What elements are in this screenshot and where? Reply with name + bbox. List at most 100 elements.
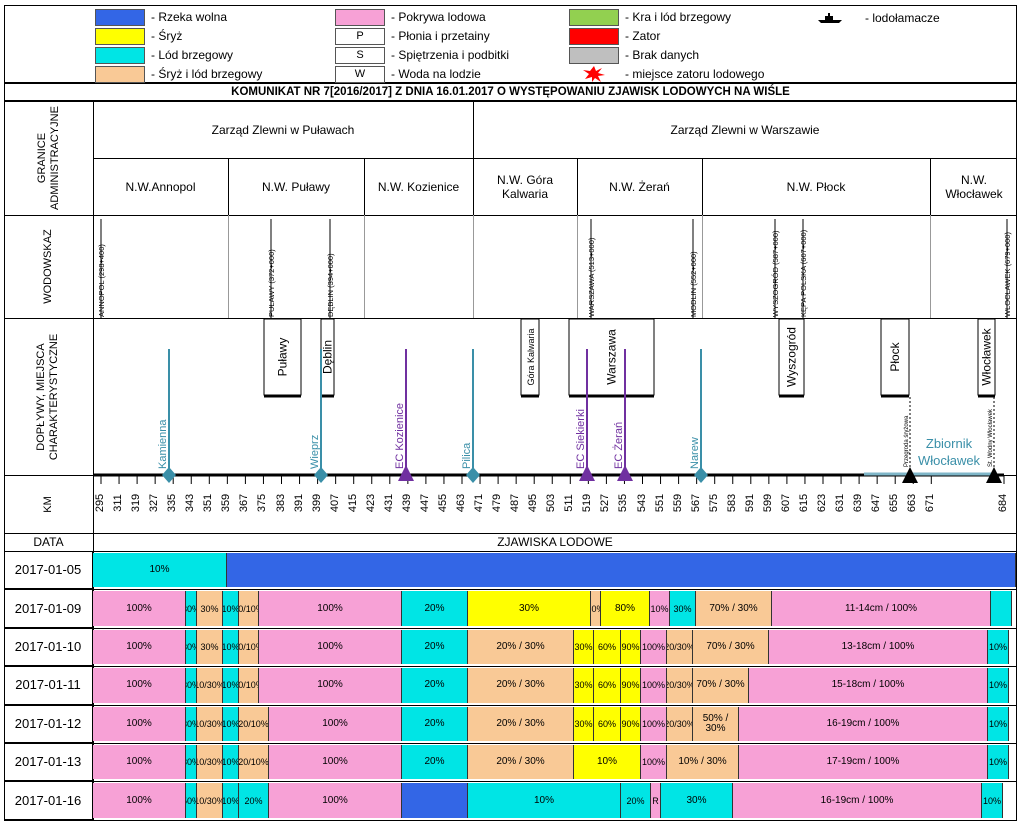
page-title: KOMUNIKAT NR 7[2016/2017] Z DNIA 16.01.2… [4,83,1017,101]
ice-segment: 10% [223,745,239,780]
km-tick-label: 335 [166,493,179,513]
river-profile: ANNOPOL (298+400) PUŁAWY (372+000) DĘBLIN … [93,219,1012,484]
ice-segment: 10% [988,629,1009,665]
tributary-label: EC Kozienice [394,403,406,469]
km-tick-label: 559 [671,493,684,513]
legend-item: - Śryż i lód brzegowy [95,65,335,83]
city-label: Wyszogród [785,327,799,387]
legend-item: - Śryż [95,27,335,45]
row-label-phenomena: ZJAWISKA LODOWE [497,535,613,549]
ice-segment: 10% [223,629,239,665]
ice-segment: 100% [93,745,186,780]
zone-pulawy: Zarząd Zlewni w Puławach [211,122,355,137]
legend-item: - Lód brzegowy [95,46,335,64]
ice-segment: 20% [402,591,468,626]
km-tick-label: 663 [906,493,919,513]
city-label: Włocławek [980,327,994,385]
ice-segment: 10% / 30% [667,745,739,780]
ice-segment: 100% [641,706,667,741]
legend-swatch: W [335,65,385,83]
gauge-label: ANNOPOL (298+400) [97,244,106,317]
legend-swatch: P [335,27,385,45]
ice-segment: 30/10% [239,629,259,665]
ice-segment: 100% [641,629,667,665]
date-label: 2017-01-11 [4,666,93,705]
km-tick-label: 631 [834,493,847,513]
gauge-label: PUŁAWY (372+000) [267,249,276,317]
ice-segment: 20% / 30% [468,668,574,703]
icebreaker-icon [818,13,842,23]
power-plant-marker [579,465,595,481]
ice-segment: 30% [186,668,197,703]
legend-swatch [95,46,145,64]
ice-segment: 30% [670,591,696,626]
city-label: Warszawa [605,329,619,385]
ice-segment: 10% [223,706,239,741]
ice-segment: 30% [197,591,223,626]
unit-kozienice: N.W. Kozienice [377,179,460,194]
legend: - Rzeka wolna - Śryż - Lód brzegowy - Śryż … [4,5,1017,83]
power-plant-marker [617,465,633,481]
km-tick-label: 479 [491,493,504,513]
km-tick-label: 495 [527,493,540,513]
ice-segment: 60% [594,668,621,703]
legend-label: - Śryż [151,29,183,43]
legend-label: - Śryż i lód brzegowy [151,67,263,81]
ice-segment: 100% [269,745,402,780]
ice-segment: 10/30% [197,706,223,741]
km-tick-label: 415 [346,493,359,513]
tributary-label: Kamienna [157,419,169,469]
km-tick-label: 527 [599,493,612,513]
tributary-marker [162,467,176,483]
ice-segment: 10% [988,706,1009,741]
ice-segment: 100% [641,668,667,703]
date-label: 2017-01-05 [4,551,93,590]
ice-segment: 80% [601,591,650,626]
ice-segment: 11-14cm / 100% [772,591,991,626]
ice-segment: 20% [402,629,468,665]
legend-label: - Pokrywa lodowa [391,10,486,24]
tributary-marker [466,467,480,483]
ice-segment: 10% [650,591,670,626]
tributary-marker [694,467,708,483]
legend-icebreaker: - lodołamacze [817,11,940,25]
km-tick-label: 671 [924,493,937,513]
km-tick-label: 607 [780,493,793,513]
ice-segment [991,591,1012,626]
tributary-label: EC Siekierki [575,409,587,469]
km-tick-label: 463 [455,493,468,513]
ice-segment: 30/10% [239,668,259,703]
reservoir-label: Włocławek [918,453,981,468]
km-tick-label: 319 [130,493,143,513]
km-tick-label: 535 [617,493,630,513]
km-tick-label: 647 [870,493,883,513]
km-tick-label: 439 [401,493,414,513]
legend-swatch [335,8,385,26]
gauge-label: WŁOCŁAWEK (679+000) [1003,232,1012,317]
km-tick-label: 407 [328,493,341,513]
legend-label: - lodołamacze [865,11,940,25]
ice-segment: 10/30% [197,783,223,818]
tributary-label: EC Żerań [612,422,625,469]
ice-segment: 100% [93,591,186,626]
ice-segment: 30% [661,783,733,818]
date-label: 2017-01-12 [4,704,93,743]
tributary-label: Pilica [461,442,473,469]
km-tick-label: 655 [888,493,901,513]
dam-marker [986,467,1002,483]
unit-wloclawek: N.W. Włocławek [945,172,1003,201]
legend-swatch [95,27,145,45]
power-plant-marker [398,465,414,481]
legend-swatch [569,27,619,45]
km-tick-label: 367 [238,493,251,513]
date-label: 2017-01-16 [4,781,93,820]
date-label: 2017-01-10 [4,627,93,667]
ice-segment: 30/10% [239,591,259,626]
unit-gora-kalwaria: N.W. Góra Kalwaria [496,172,553,201]
ice-segment: 20% [402,745,468,780]
unit-pulawy: N.W. Puławy [261,179,330,194]
legend-item: - Rzeka wolna [95,8,335,26]
city-label: Płock [888,341,902,371]
km-tick-label: 343 [184,493,197,513]
gauge-label: WYSZOGRÓD (587+000) [771,230,780,317]
